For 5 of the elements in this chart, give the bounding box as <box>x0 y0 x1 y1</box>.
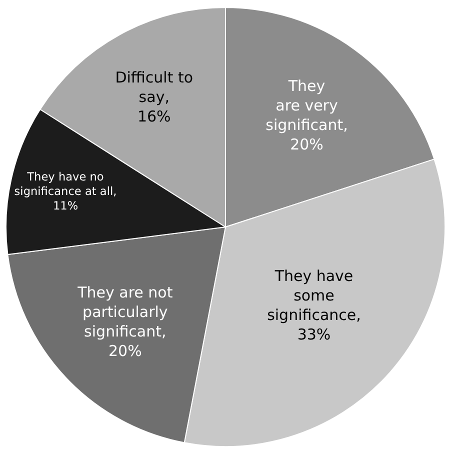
slice-label: They have no significance at all, 11% <box>14 170 117 213</box>
slice-label: They have some significance, 33% <box>267 266 361 344</box>
slice-label: They are very significant, 20% <box>266 76 348 154</box>
slice-label: Difficult to say, 16% <box>115 68 194 126</box>
slice-label: They are not particularly significant, 20% <box>76 283 173 360</box>
